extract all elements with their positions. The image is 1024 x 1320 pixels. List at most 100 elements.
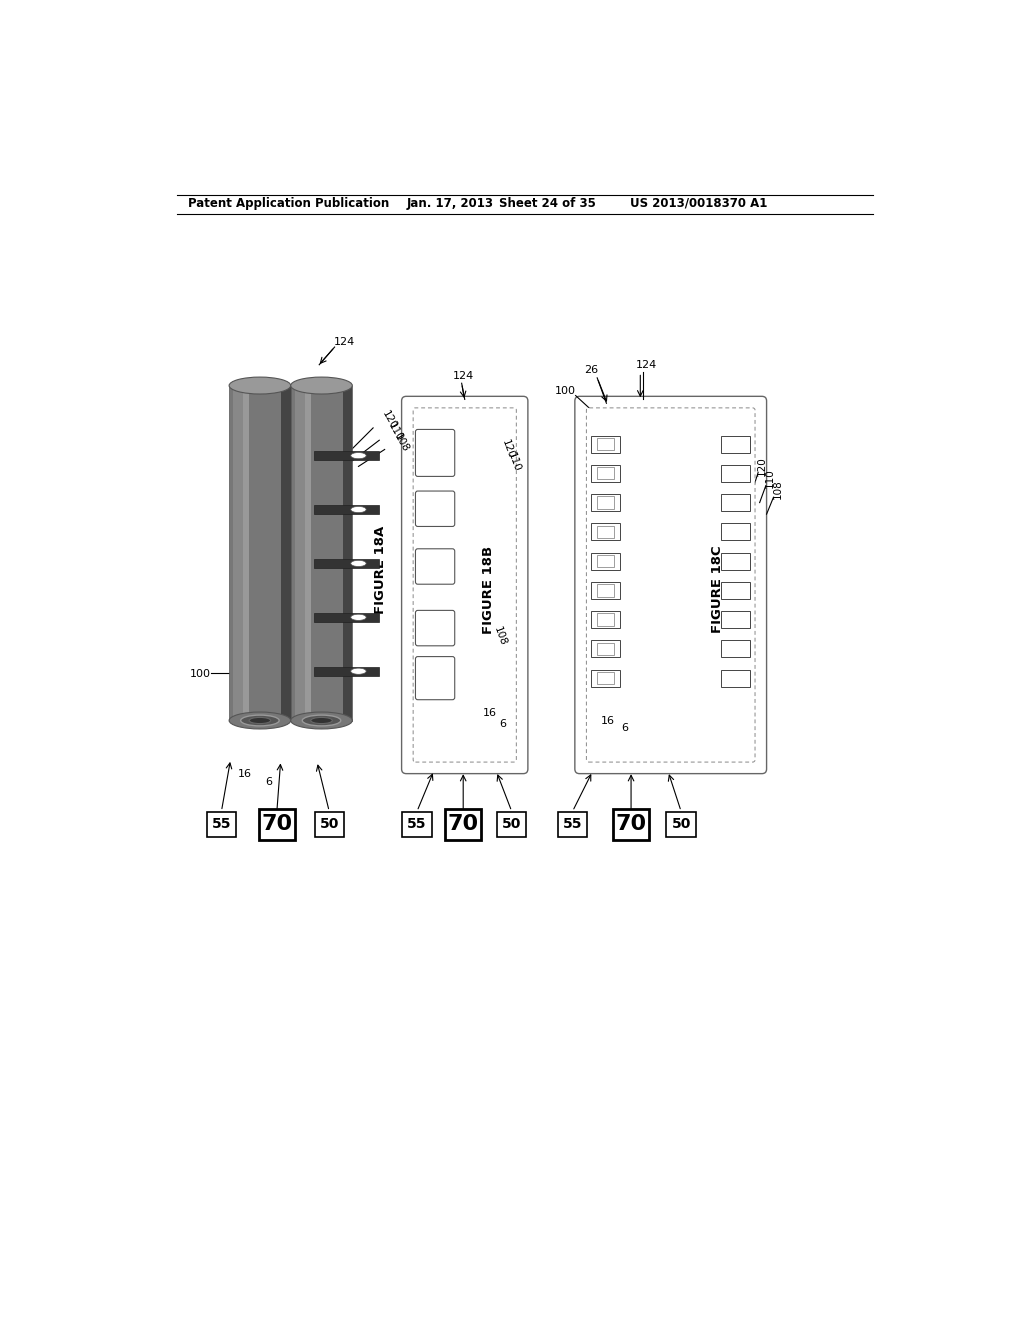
- Bar: [591, 436, 621, 453]
- Bar: [313, 612, 379, 622]
- FancyBboxPatch shape: [416, 429, 455, 477]
- Text: FIGURE 18B: FIGURE 18B: [482, 545, 496, 634]
- Text: Patent Application Publication: Patent Application Publication: [188, 197, 389, 210]
- Text: 70: 70: [261, 814, 293, 834]
- Bar: [591, 553, 621, 570]
- Text: 120: 120: [380, 409, 398, 432]
- Bar: [721, 465, 751, 482]
- Ellipse shape: [351, 560, 367, 566]
- Ellipse shape: [310, 718, 333, 723]
- Text: 6: 6: [499, 719, 506, 730]
- Text: 6: 6: [265, 777, 272, 787]
- Bar: [313, 558, 379, 568]
- Bar: [721, 494, 751, 511]
- Bar: [591, 669, 621, 686]
- Bar: [721, 524, 751, 540]
- Text: US 2013/0018370 A1: US 2013/0018370 A1: [630, 197, 767, 210]
- FancyBboxPatch shape: [558, 812, 587, 837]
- Bar: [721, 640, 751, 657]
- Text: 120: 120: [500, 438, 516, 461]
- Text: Sheet 24 of 35: Sheet 24 of 35: [499, 197, 596, 210]
- Bar: [591, 582, 621, 599]
- Text: 100: 100: [189, 669, 210, 680]
- Bar: [721, 669, 751, 686]
- Ellipse shape: [351, 614, 367, 620]
- FancyBboxPatch shape: [416, 610, 455, 645]
- FancyBboxPatch shape: [497, 812, 526, 837]
- FancyBboxPatch shape: [413, 408, 516, 762]
- Ellipse shape: [351, 507, 367, 512]
- Ellipse shape: [249, 718, 270, 723]
- FancyBboxPatch shape: [587, 408, 755, 762]
- FancyBboxPatch shape: [445, 809, 481, 840]
- Bar: [591, 611, 621, 628]
- FancyBboxPatch shape: [416, 549, 455, 585]
- Bar: [591, 640, 621, 657]
- Text: 16: 16: [483, 708, 497, 718]
- FancyBboxPatch shape: [402, 812, 432, 837]
- Text: 120: 120: [757, 457, 767, 477]
- Text: FIGURE 18A: FIGURE 18A: [375, 527, 387, 615]
- Text: 50: 50: [502, 817, 521, 832]
- Bar: [282, 385, 291, 721]
- Bar: [597, 614, 614, 626]
- Text: Jan. 17, 2013: Jan. 17, 2013: [407, 197, 494, 210]
- Ellipse shape: [351, 668, 367, 675]
- Text: 108: 108: [392, 432, 411, 454]
- Text: 55: 55: [563, 817, 583, 832]
- Text: 108: 108: [772, 479, 782, 499]
- FancyBboxPatch shape: [259, 809, 295, 840]
- Text: 6: 6: [622, 723, 629, 733]
- Text: 124: 124: [453, 371, 474, 380]
- Bar: [597, 525, 614, 539]
- Text: 70: 70: [615, 814, 646, 834]
- Bar: [591, 465, 621, 482]
- FancyBboxPatch shape: [207, 812, 237, 837]
- Text: 108: 108: [493, 624, 508, 647]
- Bar: [313, 667, 379, 676]
- Bar: [591, 494, 621, 511]
- Bar: [313, 506, 379, 515]
- Ellipse shape: [291, 378, 352, 395]
- Text: FIGURE 18C: FIGURE 18C: [711, 545, 724, 634]
- Bar: [597, 554, 614, 568]
- Bar: [721, 582, 751, 599]
- Bar: [597, 496, 614, 508]
- Bar: [721, 553, 751, 570]
- Ellipse shape: [229, 711, 291, 729]
- Bar: [597, 643, 614, 655]
- Bar: [597, 467, 614, 479]
- FancyBboxPatch shape: [613, 809, 649, 840]
- Bar: [295, 385, 306, 721]
- Text: 55: 55: [408, 817, 427, 832]
- Bar: [597, 585, 614, 597]
- Bar: [597, 672, 614, 684]
- Bar: [229, 385, 291, 721]
- Bar: [591, 524, 621, 540]
- Bar: [291, 385, 352, 721]
- Bar: [721, 436, 751, 453]
- Text: 16: 16: [238, 770, 252, 779]
- FancyBboxPatch shape: [401, 396, 528, 774]
- Bar: [233, 385, 245, 721]
- Bar: [304, 385, 310, 721]
- Text: 110: 110: [386, 421, 404, 444]
- FancyBboxPatch shape: [416, 491, 455, 527]
- Bar: [313, 451, 379, 461]
- Text: 26: 26: [584, 366, 598, 375]
- Text: 50: 50: [319, 817, 339, 832]
- FancyBboxPatch shape: [416, 656, 455, 700]
- FancyBboxPatch shape: [314, 812, 344, 837]
- Ellipse shape: [241, 715, 280, 726]
- Bar: [597, 438, 614, 450]
- Bar: [721, 611, 751, 628]
- Bar: [343, 385, 352, 721]
- Ellipse shape: [351, 453, 367, 459]
- FancyBboxPatch shape: [574, 396, 767, 774]
- FancyBboxPatch shape: [667, 812, 695, 837]
- Text: 55: 55: [212, 817, 231, 832]
- Text: 110: 110: [506, 451, 522, 474]
- Bar: [243, 385, 249, 721]
- Ellipse shape: [229, 378, 291, 395]
- Text: 124: 124: [334, 337, 355, 347]
